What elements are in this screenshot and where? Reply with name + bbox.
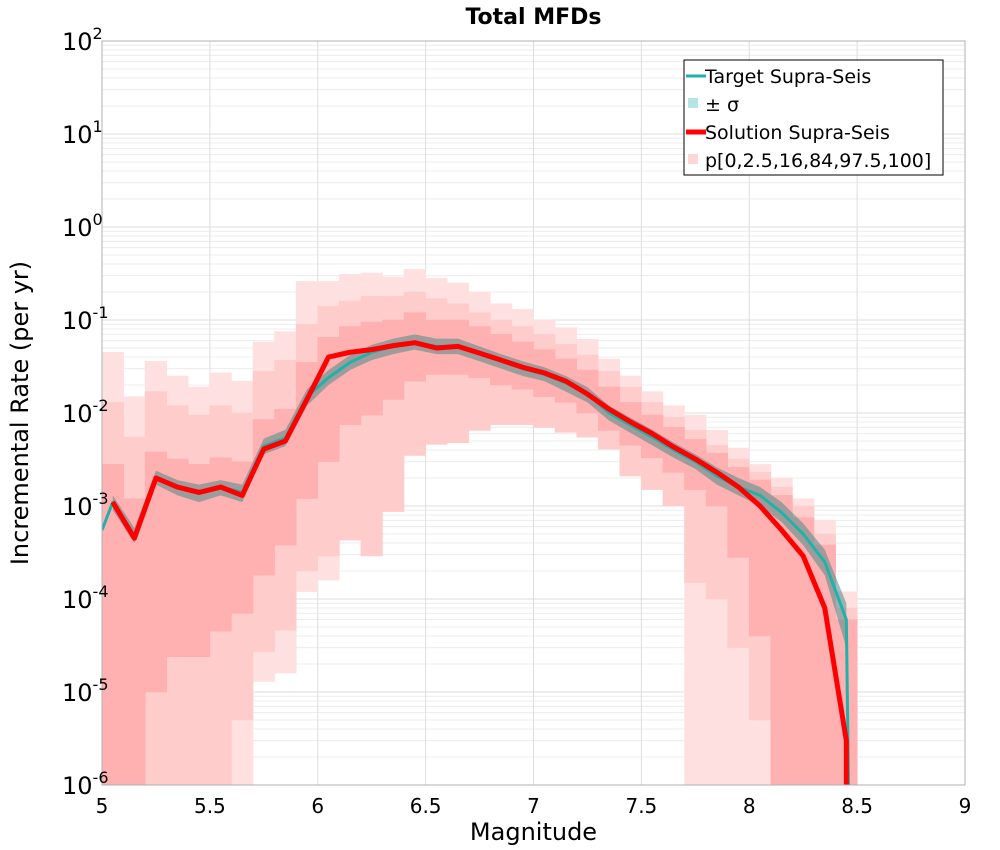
- y-tick-label: 10-1: [62, 303, 109, 335]
- y-tick-labels: 10-6 10-5 10-4 10-3 10-2 10-1 100 101 102: [62, 24, 109, 800]
- y-tick-label: 10-5: [62, 675, 109, 707]
- target-sigma-area: [112, 334, 847, 648]
- legend-label: ± σ: [705, 94, 739, 116]
- y-tick-label: 10-2: [62, 396, 109, 428]
- x-axis-label: Magnitude: [470, 818, 597, 846]
- series-lines: [102, 340, 850, 785]
- y-tick-label: 10-4: [62, 582, 109, 614]
- legend-swatch: [688, 154, 698, 164]
- legend-label: Target Supra-Seis: [704, 66, 871, 88]
- x-tick-labels: 5 5.5 6 6.5 7 7.5 8 8.5 9: [96, 794, 972, 818]
- x-tick-label: 6.5: [410, 794, 442, 818]
- legend: Target Supra-Seis ± σ Solution Supra-Seis p…: [683, 59, 944, 176]
- legend-label: Solution Supra-Seis: [705, 122, 890, 144]
- y-tick-label: 102: [62, 24, 103, 56]
- x-tick-label: 6: [311, 794, 324, 818]
- x-tick-label: 5: [96, 794, 109, 818]
- y-tick-label: 100: [62, 210, 103, 242]
- target-sigma-band: [112, 334, 847, 648]
- x-tick-label: 9: [959, 794, 972, 818]
- x-tick-label: 8.5: [841, 794, 873, 818]
- y-tick-label: 10-6: [62, 768, 109, 800]
- plot-frame: [101, 40, 966, 786]
- x-tick-label: 7: [527, 794, 540, 818]
- series-line-solution-supra-seis: [110, 340, 849, 785]
- chart-title: Total MFDs: [465, 5, 601, 30]
- x-tick-label: 7.5: [625, 794, 657, 818]
- legend-box: [683, 59, 944, 176]
- y-tick-label: 10-3: [62, 489, 109, 521]
- x-tick-label: 8: [743, 794, 756, 818]
- legend-swatch: [688, 98, 698, 108]
- y-axis-label: Incremental Rate (per yr): [6, 261, 34, 565]
- legend-label: p[0,2.5,16,84,97.5,100]: [705, 150, 931, 172]
- x-tick-label: 5.5: [194, 794, 226, 818]
- y-tick-label: 101: [62, 117, 103, 149]
